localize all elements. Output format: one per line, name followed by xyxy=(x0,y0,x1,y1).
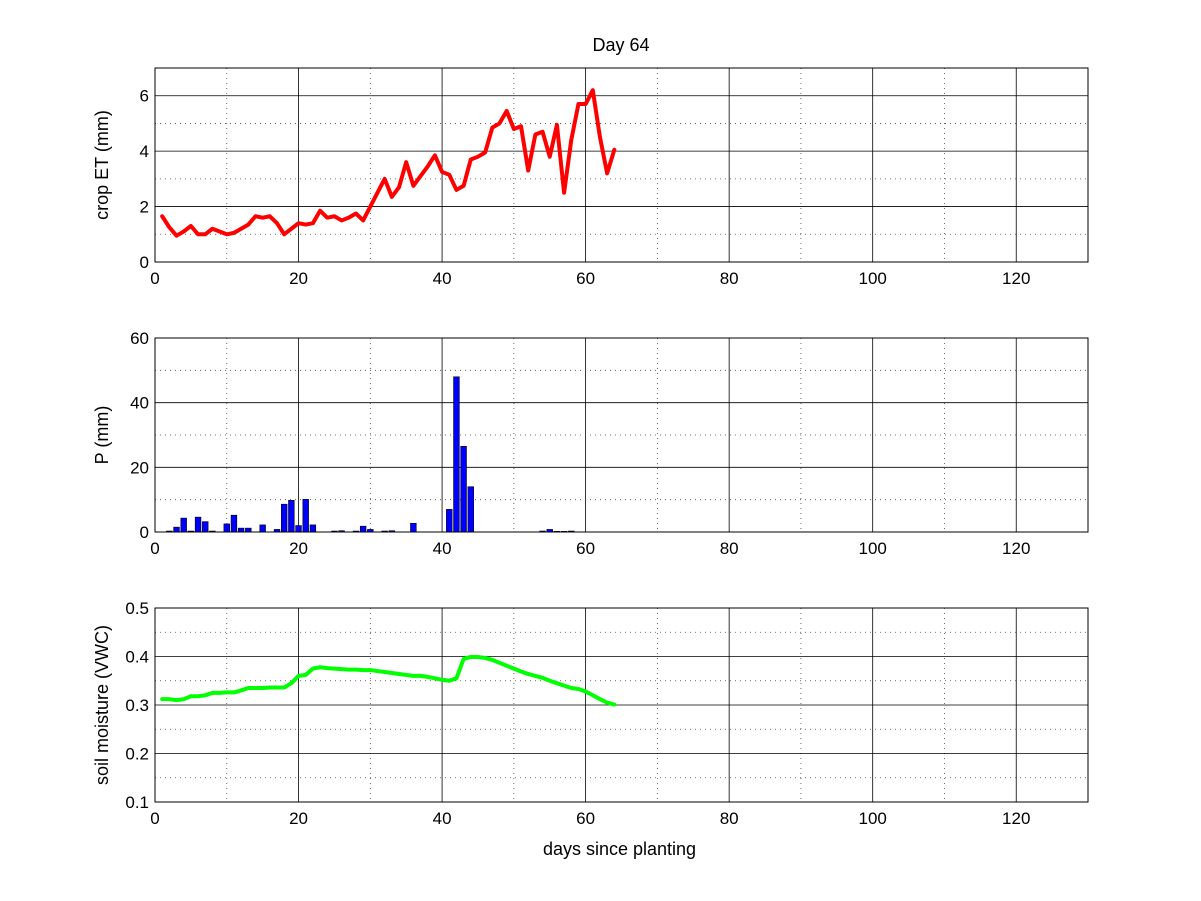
bar-day-20 xyxy=(295,525,302,533)
y-tick-label: 0 xyxy=(140,253,149,272)
y-axis-label: soil moisture (VWC) xyxy=(92,625,112,785)
bar-day-41 xyxy=(446,509,453,533)
bar-day-19 xyxy=(288,500,295,533)
figure-title: Day 64 xyxy=(592,35,649,55)
x-tick-label: 0 xyxy=(150,269,159,288)
y-tick-label: 60 xyxy=(130,329,149,348)
subplot-1: 0 20 40 60 80 100 120 0 2 4 6 crop ET (mm) xyxy=(92,67,1089,288)
x-tick-label: 120 xyxy=(1002,539,1030,558)
x-tick-label: 100 xyxy=(859,269,887,288)
x-tick-label: 100 xyxy=(859,539,887,558)
y-axis-label: crop ET (mm) xyxy=(92,110,112,220)
x-tick-label: 60 xyxy=(576,269,595,288)
x-axis-label: days since planting xyxy=(543,839,696,859)
x-tick-label: 120 xyxy=(1002,809,1030,828)
bar-day-15 xyxy=(259,524,266,533)
y-tick-label: 0.5 xyxy=(125,599,149,618)
x-tick-label: 20 xyxy=(289,809,308,828)
x-tick-label: 80 xyxy=(720,269,739,288)
x-tick-label: 80 xyxy=(720,809,739,828)
x-tick-label: 40 xyxy=(433,539,452,558)
bar-day-43 xyxy=(460,446,467,533)
bar-day-6 xyxy=(194,516,202,533)
bar-day-18 xyxy=(281,503,288,533)
bar-day-42 xyxy=(453,376,460,533)
y-axis-label: P (mm) xyxy=(92,406,112,465)
y-tick-label: 0.3 xyxy=(125,696,149,715)
x-tick-label: 40 xyxy=(433,269,452,288)
y-tick-label: 40 xyxy=(130,394,149,413)
y-tick-label: 2 xyxy=(140,198,149,217)
series-line-1 xyxy=(160,88,617,238)
bar-day-13 xyxy=(245,527,252,533)
bar-day-44 xyxy=(467,486,474,533)
series-line-1 xyxy=(160,654,617,707)
x-tick-label: 100 xyxy=(859,809,887,828)
axes-frame xyxy=(154,337,1089,533)
bar-day-11 xyxy=(230,514,238,533)
x-tick-label: 20 xyxy=(289,269,308,288)
subplot-2: 0 20 40 60 80 100 120 0 20 40 60 P (mm) xyxy=(92,329,1089,558)
y-tick-label: 0.2 xyxy=(125,745,149,764)
y-tick-label: 0 xyxy=(140,523,149,542)
x-tick-label: 0 xyxy=(150,809,159,828)
y-tick-label: 0.1 xyxy=(125,793,149,812)
plot-area xyxy=(155,338,1088,532)
bar-day-36 xyxy=(410,522,417,533)
plot-area xyxy=(155,68,1088,262)
bar-day-7 xyxy=(202,521,209,533)
x-tick-label: 120 xyxy=(1002,269,1030,288)
axes-frame xyxy=(154,67,1089,263)
y-tick-label: 0.4 xyxy=(125,648,149,667)
bar-day-12 xyxy=(237,527,245,533)
bar-day-10 xyxy=(223,523,230,533)
x-tick-label: 60 xyxy=(576,539,595,558)
x-tick-label: 80 xyxy=(720,539,739,558)
x-tick-label: 60 xyxy=(576,809,595,828)
x-tick-label: 20 xyxy=(289,539,308,558)
bar-day-21 xyxy=(302,499,309,533)
bar-day-29 xyxy=(359,525,367,533)
y-tick-label: 20 xyxy=(130,458,149,477)
subplot-3: 0 20 40 60 80 100 120 0.1 0.2 0.3 0.4 0.5 soil moist… xyxy=(92,599,1089,859)
bar-day-22 xyxy=(309,524,317,533)
subplots: 0 20 40 60 80 100 120 0 2 4 6 crop ET (mm) 0 20 40 60 80… xyxy=(92,67,1089,859)
bar-day-4 xyxy=(180,517,187,533)
y-tick-label: 4 xyxy=(140,142,149,161)
y-tick-label: 6 xyxy=(140,87,149,106)
x-tick-label: 0 xyxy=(150,539,159,558)
axes-frame xyxy=(154,607,1089,803)
bar-day-3 xyxy=(173,526,180,533)
x-tick-label: 40 xyxy=(433,809,452,828)
